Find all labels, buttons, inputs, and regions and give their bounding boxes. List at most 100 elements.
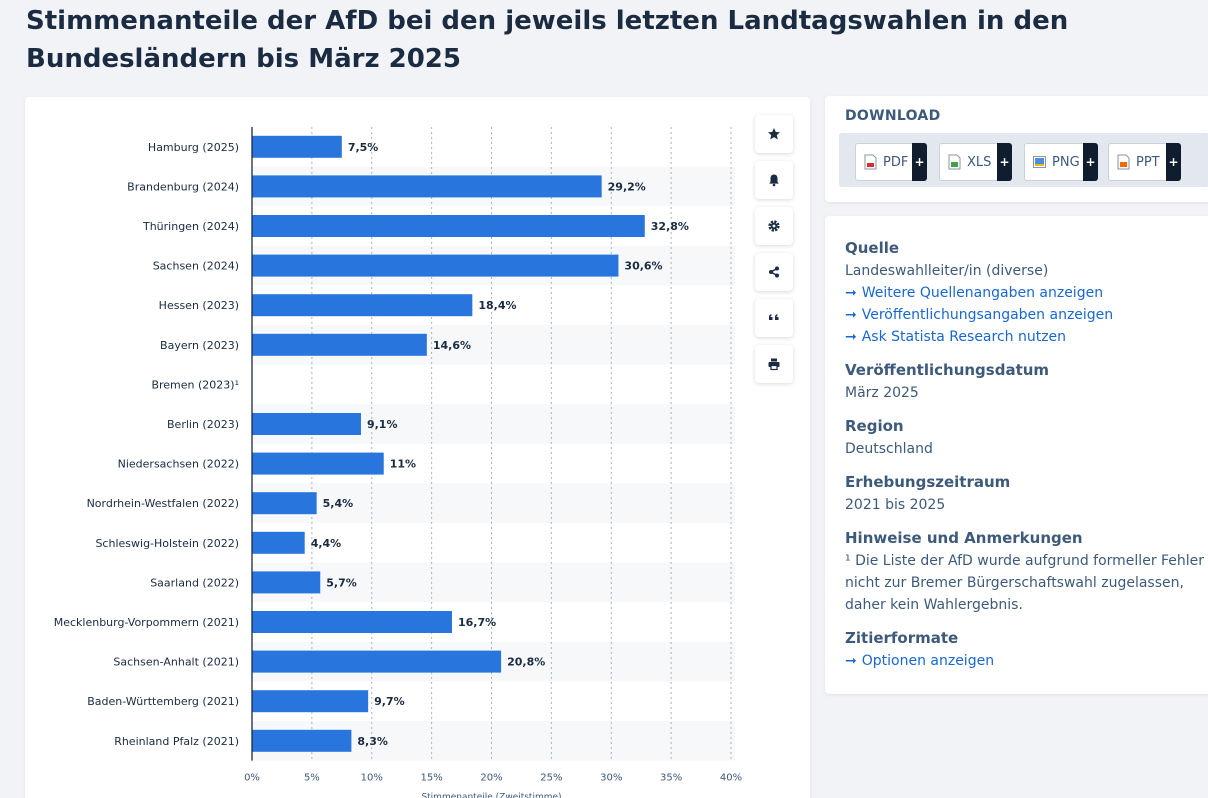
data-label: 14,6%	[433, 339, 471, 352]
download-pdf-button[interactable]: PDF +	[855, 143, 927, 181]
download-ppt-label: PPT	[1136, 154, 1160, 170]
category-label: Sachsen (2024)	[153, 260, 239, 273]
category-label: Hamburg (2025)	[148, 141, 239, 154]
x-tick-label: 5%	[304, 773, 320, 784]
cite-button[interactable]	[755, 299, 793, 337]
favorite-button[interactable]	[755, 115, 793, 153]
publication-details-label: Veröffentlichungsangaben anzeigen	[861, 307, 1114, 323]
data-label: 20,8%	[507, 656, 545, 669]
bar[interactable]	[252, 531, 305, 554]
xls-file-icon	[948, 154, 961, 170]
notes-text: ¹ Die Liste der AfD wurde aufgrund forme…	[845, 553, 1205, 613]
data-label: 32,8%	[651, 220, 689, 233]
ask-research-link[interactable]: ➞ Ask Statista Research nutzen	[845, 326, 1205, 348]
download-ppt-plus[interactable]: +	[1166, 143, 1181, 181]
arrow-right-icon: ➞	[845, 307, 857, 323]
info-panel: Quelle Landeswahlleiter/in (diverse) ➞ We…	[825, 216, 1208, 694]
data-label: 30,6%	[624, 260, 662, 273]
page-title: Stimmenanteile der AfD bei den jeweils l…	[26, 6, 1069, 74]
arrow-right-icon: ➞	[845, 329, 857, 345]
category-label: Bremen (2023)¹	[151, 378, 239, 391]
data-label: 18,4%	[478, 299, 516, 312]
download-title: DOWNLOAD	[845, 108, 941, 124]
gear-icon	[768, 220, 780, 232]
category-label: Niedersachsen (2022)	[118, 458, 239, 471]
bar[interactable]	[252, 611, 452, 633]
quote-icon	[769, 314, 779, 320]
download-xls-plus[interactable]: +	[997, 143, 1012, 181]
download-bar: PDF + XLS + PNG + PPT +	[839, 133, 1208, 187]
bar[interactable]	[252, 452, 384, 475]
download-png-button[interactable]: PNG +	[1024, 143, 1098, 181]
data-label: 5,4%	[323, 497, 354, 510]
x-tick-label: 10%	[361, 773, 383, 784]
row-stripe	[252, 483, 735, 523]
bar[interactable]	[252, 175, 602, 198]
date-section: Veröffentlichungsdatum März 2025	[845, 358, 1205, 404]
notes-heading: Hinweise und Anmerkungen	[845, 529, 1083, 547]
period-heading: Erhebungszeitraum	[845, 473, 1011, 491]
x-tick-label: 30%	[600, 773, 622, 784]
download-xls-button[interactable]: XLS +	[939, 143, 1012, 181]
region-heading: Region	[845, 417, 904, 435]
category-label: Mecklenburg-Vorpommern (2021)	[54, 616, 239, 629]
download-panel: DOWNLOAD PDF + XLS + PNG + PPT +	[825, 96, 1208, 202]
category-label: Baden-Württemberg (2021)	[87, 695, 239, 708]
cite-options-label: Optionen anzeigen	[861, 653, 995, 669]
data-label: 11%	[390, 458, 416, 471]
download-pdf-label: PDF	[883, 154, 909, 170]
period-section: Erhebungszeitraum 2021 bis 2025	[845, 470, 1205, 516]
share-icon	[769, 266, 779, 278]
source-text: Landeswahlleiter/in (diverse)	[845, 263, 1049, 279]
settings-button[interactable]	[755, 207, 793, 245]
source-section: Quelle Landeswahlleiter/in (diverse) ➞ We…	[845, 236, 1205, 348]
share-button[interactable]	[755, 253, 793, 291]
bar[interactable]	[252, 571, 321, 594]
category-label: Sachsen-Anhalt (2021)	[113, 656, 239, 669]
ppt-file-icon	[1117, 154, 1130, 170]
more-sources-label: Weitere Quellenangaben anzeigen	[861, 285, 1104, 301]
data-label: 4,4%	[311, 537, 342, 550]
cite-options-link[interactable]: ➞ Optionen anzeigen	[845, 650, 1205, 672]
bar[interactable]	[252, 413, 361, 435]
category-label: Saarland (2022)	[150, 576, 239, 589]
bar[interactable]	[252, 650, 502, 673]
bar-chart: Hamburg (2025) 7,5% Brandenburg (2024) 29,2…	[54, 127, 742, 798]
x-tick-label: 40%	[720, 773, 742, 784]
data-label: 16,7%	[458, 616, 496, 629]
publication-details-link[interactable]: ➞ Veröffentlichungsangaben anzeigen	[845, 304, 1205, 326]
date-heading: Veröffentlichungsdatum	[845, 361, 1050, 379]
download-pdf-plus[interactable]: +	[912, 143, 927, 181]
notification-button[interactable]	[755, 161, 793, 199]
bar[interactable]	[252, 294, 473, 317]
ask-research-label: Ask Statista Research nutzen	[861, 329, 1067, 345]
download-ppt-button[interactable]: PPT +	[1108, 143, 1181, 181]
bar[interactable]	[252, 333, 427, 356]
arrow-right-icon: ➞	[845, 653, 857, 669]
x-tick-label: 25%	[540, 773, 562, 784]
bar[interactable]	[252, 254, 619, 277]
period-text: 2021 bis 2025	[845, 497, 946, 513]
source-heading: Quelle	[845, 239, 900, 257]
data-label: 7,5%	[348, 141, 379, 154]
x-tick-label: 20%	[480, 773, 502, 784]
bar[interactable]	[252, 690, 369, 713]
print-button[interactable]	[755, 345, 793, 383]
star-icon	[768, 128, 780, 140]
bell-icon	[769, 174, 779, 187]
category-label: Thüringen (2024)	[142, 220, 239, 233]
bar[interactable]	[252, 215, 645, 237]
bar[interactable]	[252, 135, 342, 158]
download-png-plus[interactable]: +	[1083, 143, 1098, 181]
cite-section: Zitierformate ➞ Optionen anzeigen	[845, 626, 1205, 672]
category-label: Hessen (2023)	[159, 299, 239, 312]
bar[interactable]	[252, 729, 352, 752]
category-label: Berlin (2023)	[167, 418, 239, 431]
region-text: Deutschland	[845, 441, 933, 457]
arrow-right-icon: ➞	[845, 285, 857, 301]
cite-heading: Zitierformate	[845, 629, 959, 647]
more-sources-link[interactable]: ➞ Weitere Quellenangaben anzeigen	[845, 282, 1205, 304]
date-text: März 2025	[845, 385, 919, 401]
data-label: 5,7%	[326, 576, 357, 589]
bar[interactable]	[252, 492, 317, 515]
